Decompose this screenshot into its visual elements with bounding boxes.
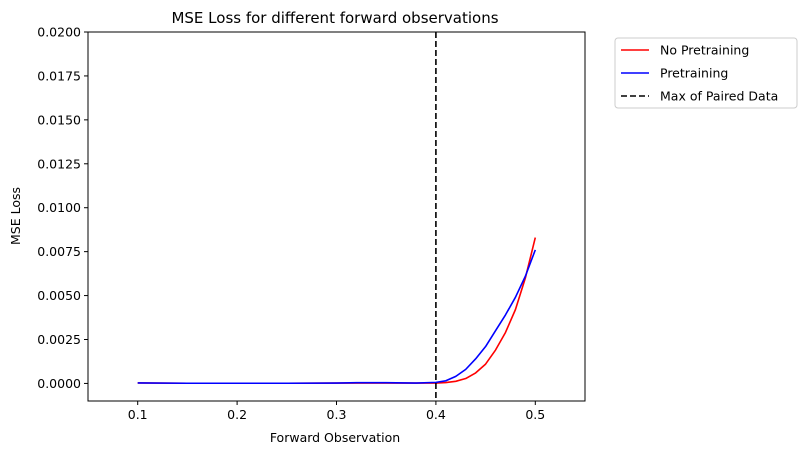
- legend: No Pretraining Pretraining Max of Paired D…: [614, 37, 798, 109]
- y-axis-title: MSE Loss: [8, 187, 23, 245]
- legend-label-pretraining: Pretraining: [660, 66, 728, 81]
- series-line-pretraining: [137, 249, 537, 385]
- y-tick-label: 0.0050: [37, 288, 81, 303]
- x-tick-label: 0.4: [426, 407, 446, 422]
- series-line-no-pretraining: [137, 237, 537, 385]
- y-tick-label: 0.0075: [37, 244, 81, 259]
- y-tick-label: 0.0000: [37, 376, 81, 391]
- y-tick-label: 0.0150: [37, 112, 81, 127]
- y-tick-label: 0.0125: [37, 156, 81, 171]
- x-axis: 0.1 0.2 0.3 0.4 0.5: [128, 401, 545, 422]
- y-tick-label: 0.0100: [37, 200, 81, 215]
- plot-area: [137, 32, 537, 401]
- x-tick-label: 0.1: [128, 407, 148, 422]
- legend-label-no-pretraining: No Pretraining: [660, 43, 749, 58]
- x-axis-title: Forward Observation: [270, 430, 400, 445]
- y-tick-label: 0.0025: [37, 332, 81, 347]
- x-tick-label: 0.3: [327, 407, 347, 422]
- y-axis: 0.0000 0.0025 0.0050 0.0075 0.0100 0.0125 0.01…: [37, 25, 88, 391]
- chart-title: MSE Loss for different forward observati…: [171, 9, 498, 27]
- plot-frame: [87, 31, 586, 402]
- legend-label-max-of-paired-data: Max of Paired Data: [660, 89, 778, 104]
- legend-box: [614, 37, 798, 109]
- y-tick-label: 0.0175: [37, 68, 81, 83]
- x-tick-label: 0.5: [525, 407, 545, 422]
- y-tick-label: 0.0200: [37, 25, 81, 40]
- x-tick-label: 0.2: [227, 407, 247, 422]
